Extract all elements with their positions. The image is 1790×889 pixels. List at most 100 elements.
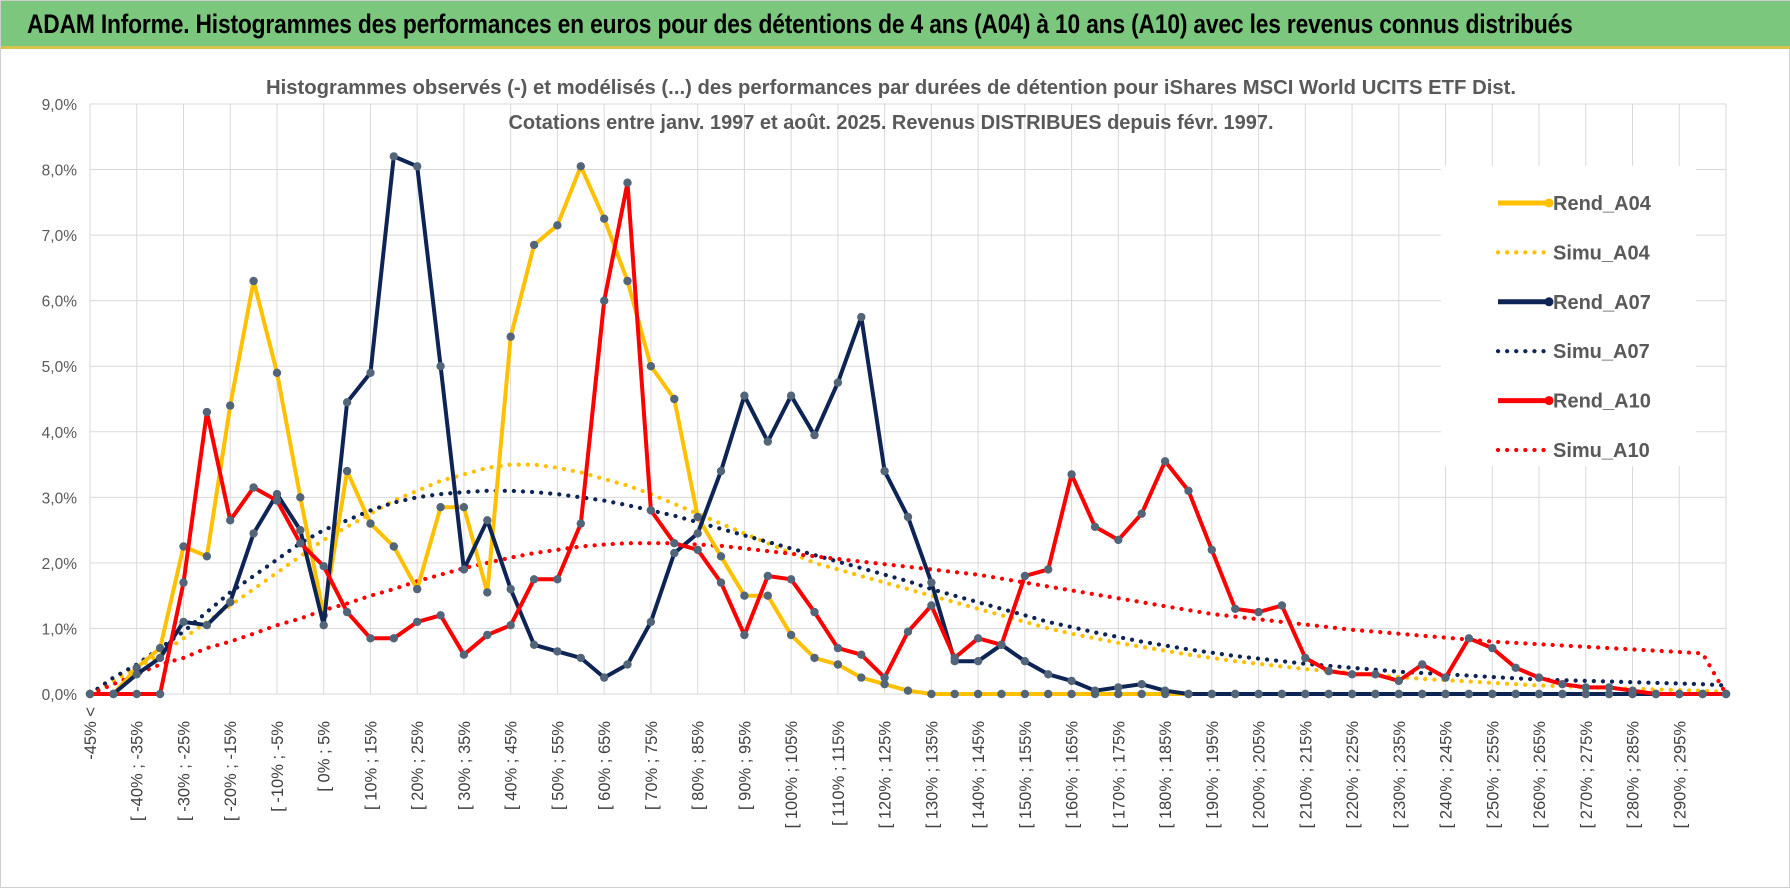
data-point-rend-a10 [179, 578, 188, 587]
data-point-rend-a07 [1207, 689, 1217, 699]
data-point-rend-a07 [763, 437, 772, 446]
data-point-rend-a07 [810, 430, 819, 440]
y-axis-ticks: 0,0% 1,0% 2,0% 3,0% 4,0% 5,0% 6,0% 7,0% 8,0% 9,0% [42, 97, 78, 704]
data-point-rend-a10 [1160, 457, 1170, 466]
data-point-rend-a04 [155, 643, 165, 653]
data-point-rend-a04 [1044, 689, 1053, 699]
data-point-rend-a10 [997, 640, 1006, 649]
data-point-rend-a04 [413, 584, 422, 594]
data-point-rend-a10 [1114, 535, 1123, 545]
data-point-rend-a04 [272, 368, 282, 377]
x-tick-label: [ 80% ; 85% [690, 721, 708, 810]
data-point-rend-a07 [716, 466, 726, 476]
x-tick-label: [ -10% ; -5% [269, 721, 287, 812]
legend-item-simu-a07: Simu_A07 [1495, 341, 1650, 363]
data-point-rend-a07 [1067, 676, 1076, 686]
data-point-rend-a10 [833, 643, 843, 653]
data-point-rend-a10 [623, 178, 632, 187]
data-point-rend-a07 [413, 162, 422, 171]
data-point-rend-a10 [1394, 676, 1404, 686]
data-point-rend-a04 [529, 240, 539, 250]
data-point-rend-a04 [249, 276, 258, 286]
data-point-rend-a04 [950, 689, 959, 699]
data-point-rend-a10 [366, 634, 375, 643]
legend-box [1441, 166, 1696, 466]
data-point-rend-a10 [1137, 509, 1146, 518]
x-tick-label: [ 280% ; 285% [1625, 721, 1643, 829]
data-point-rend-a07 [857, 312, 866, 322]
data-point-rend-a04 [342, 466, 352, 476]
y-tick-label: 3,0% [42, 490, 78, 507]
data-point-rend-a10 [1698, 689, 1707, 699]
data-point-rend-a07 [296, 525, 305, 535]
data-point-rend-a07 [1534, 689, 1544, 699]
data-point-rend-a10 [1581, 683, 1591, 692]
x-tick-label: [ 100% ; 105% [783, 721, 801, 829]
series-lines [85, 152, 1731, 699]
data-point-rend-a10 [1511, 663, 1520, 672]
data-point-rend-a07 [319, 621, 328, 630]
x-tick-label: [ 120% ; 125% [877, 721, 895, 829]
data-point-rend-a10 [1207, 545, 1217, 554]
data-point-rend-a10 [1184, 486, 1193, 495]
legend-item-rend-a07: Rend_A07 [1498, 292, 1651, 314]
x-tick-label: [ 20% ; 25% [409, 721, 427, 810]
data-point-rend-a07 [1324, 689, 1333, 699]
data-point-rend-a07 [1347, 689, 1357, 699]
data-point-rend-a07 [249, 529, 258, 538]
data-point-rend-a10 [670, 539, 679, 548]
data-point-rend-a07 [226, 598, 235, 607]
legend-marker [1544, 198, 1554, 208]
data-point-rend-a07 [623, 660, 632, 669]
data-point-rend-a07 [973, 657, 983, 666]
data-point-rend-a07 [1137, 680, 1146, 689]
chart-title: Histogrammes observés (-) et modélisés (… [266, 77, 1516, 99]
data-point-rend-a07 [1394, 689, 1404, 699]
data-point-rend-a04 [693, 512, 702, 522]
data-point-rend-a10 [786, 575, 796, 584]
data-point-rend-a10 [716, 578, 726, 587]
data-point-rend-a10 [319, 562, 328, 571]
data-point-rend-a07 [1604, 689, 1614, 699]
data-point-rend-a07 [1020, 657, 1030, 666]
data-point-rend-a10 [1090, 522, 1100, 531]
data-point-rend-a10 [459, 650, 469, 659]
legend-item-simu-a04: Simu_A04 [1495, 242, 1651, 264]
data-point-rend-a10 [132, 689, 141, 699]
data-point-rend-a07 [1114, 683, 1123, 692]
data-point-rend-a10 [903, 627, 913, 636]
x-tick-label: [ 150% ; 155% [1017, 721, 1035, 829]
legend-label: Rend_A07 [1553, 292, 1651, 314]
x-tick-label: [ 160% ; 165% [1064, 721, 1082, 829]
data-point-rend-a07 [833, 378, 843, 387]
y-tick-label: 2,0% [42, 556, 78, 573]
data-point-rend-a04 [483, 588, 492, 597]
y-tick-label: 6,0% [42, 294, 78, 311]
x-tick-label: [ 40% ; 45% [503, 721, 521, 810]
data-point-rend-a04 [646, 362, 656, 371]
data-point-rend-a07 [576, 653, 585, 663]
legend-label: Simu_A07 [1553, 341, 1650, 363]
x-tick-label: [ -40% ; -35% [129, 721, 147, 821]
data-point-rend-a10 [1277, 601, 1287, 610]
chart-subtitle: Cotations entre janv. 1997 et août. 2025… [509, 112, 1274, 134]
data-point-rend-a10 [296, 539, 305, 548]
x-tick-label: [ 180% ; 185% [1157, 721, 1175, 829]
data-point-rend-a04 [1114, 689, 1123, 699]
data-point-rend-a04 [1020, 689, 1030, 699]
data-point-rend-a04 [973, 689, 983, 699]
data-point-rend-a07 [179, 617, 188, 627]
data-point-rend-a07 [342, 398, 352, 407]
legend-label: Rend_A10 [1553, 391, 1651, 413]
data-point-rend-a07 [927, 578, 936, 587]
x-tick-label: [ 30% ; 35% [456, 721, 474, 810]
data-point-rend-a10 [1604, 683, 1614, 692]
data-point-rend-a07 [1558, 689, 1567, 699]
x-tick-label: [ 170% ; 175% [1110, 721, 1128, 829]
y-tick-label: 8,0% [42, 163, 78, 180]
data-point-rend-a04 [670, 394, 679, 404]
data-point-rend-a04 [202, 552, 212, 561]
data-point-rend-a10 [483, 630, 492, 640]
banner-title: ADAM Informe. Histogrammes des performan… [27, 9, 1573, 39]
data-point-rend-a10 [1675, 689, 1684, 699]
